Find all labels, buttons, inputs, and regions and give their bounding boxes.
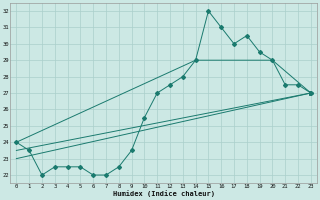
X-axis label: Humidex (Indice chaleur): Humidex (Indice chaleur) — [113, 190, 215, 197]
